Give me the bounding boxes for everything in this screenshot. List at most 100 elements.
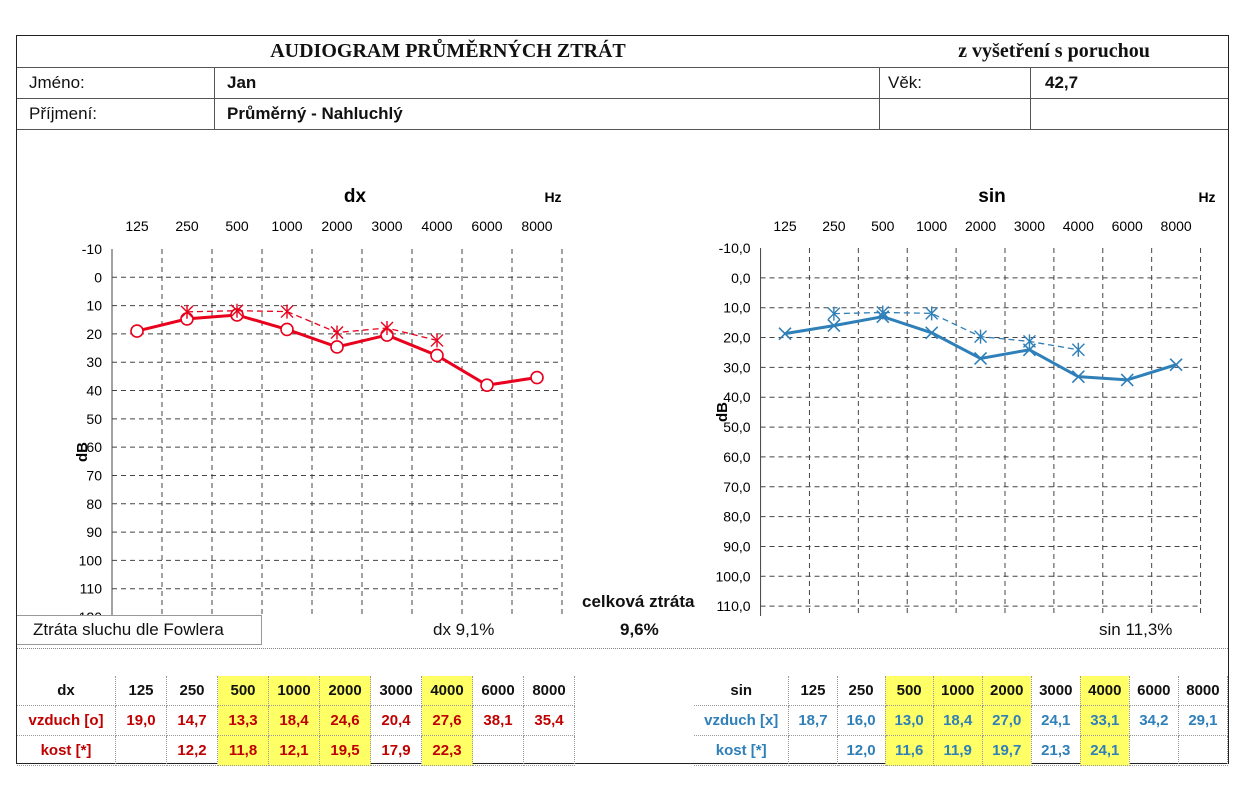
marker-stroke [1071,370,1085,384]
value-cell [1178,735,1229,766]
x-tick-label: 500 [225,218,249,234]
x-tick-label: 4000 [421,218,452,234]
value-cell: 4000 [421,676,473,706]
x-tick-label: 6000 [1112,218,1143,234]
value-cell: 2000 [982,676,1032,706]
y-tick-label: 20,0 [723,330,750,346]
marker-stroke [925,326,939,340]
hz-unit-label: Hz [544,189,561,205]
value-cell: 24,1 [1080,735,1130,766]
x-tick-label: 2000 [965,218,996,234]
value-cell: 1000 [268,676,320,706]
y-axis-label: dB [74,442,91,462]
value-cell: 24,6 [319,705,371,736]
y-tick-label: 50,0 [723,419,750,435]
y-tick-label: 100,0 [716,568,751,584]
table-air-row: vzduch [x] 18,7 16,0 13,0 18,4 27,0 24,1 33,1 34… [694,705,1229,736]
y-tick-label: 20 [86,326,102,342]
y-tick-label: 40 [86,383,102,399]
data-point-star [876,305,890,320]
y-tick-label: 80,0 [723,509,750,525]
x-tick-label: 2000 [321,218,352,234]
empty-cell [1030,99,1230,129]
value-cell: 12,2 [166,735,218,766]
series-line [186,310,438,342]
row-label-cell: dx [17,676,116,706]
table-header-row: sin 125 250 500 1000 2000 3000 4000 6000 8000 [694,676,1229,706]
value-cell [115,735,167,766]
row-label-cell: kost [*] [694,735,790,766]
report-title: AUDIOGRAM PRŮMĚRNÝCH ZTRÁT [270,40,626,62]
y-tick-label: 0,0 [731,270,751,286]
empty-cell [879,99,1030,129]
value-cell: 250 [166,676,218,706]
data-point-star [280,304,294,319]
value-cell: 3000 [1031,676,1081,706]
data-point-star [925,306,939,321]
y-tick-label: 70,0 [723,479,750,495]
row-label-cell: vzduch [o] [17,705,116,736]
fowler-sin-value: sin 11,3% [1099,620,1173,639]
chart-title: dx [344,186,367,207]
x-tick-label: 3000 [371,218,402,234]
value-cell: 1000 [933,676,983,706]
data-point-star [330,325,344,340]
row-label-cell: vzduch [x] [694,705,790,736]
data-point-star [974,329,988,344]
table-bone-row: kost [*] 12,0 11,6 11,9 19,7 21,3 24,1 [694,735,1229,766]
value-cell: 17,9 [370,735,422,766]
sin-values-table: sin 125 250 500 1000 2000 3000 4000 6000 8000 vzdu… [694,676,1229,766]
value-cell: 34,2 [1129,705,1179,736]
x-tick-label: 3000 [1014,218,1045,234]
y-tick-label: 70 [86,467,102,483]
row-label-cell: kost [*] [17,735,116,766]
value-cell: 22,3 [421,735,473,766]
value-cell: 19,5 [319,735,371,766]
data-point-circle [480,378,494,392]
marker-stroke [1120,373,1134,387]
total-loss-value: 9,6% [620,620,659,639]
y-tick-label: 90 [86,524,102,540]
hz-unit-label: Hz [1198,189,1215,205]
marker-stroke [973,351,988,365]
value-cell: 27,6 [421,705,473,736]
data-point-circle [130,324,144,338]
data-point-x [1120,373,1134,387]
y-tick-label: 40,0 [723,389,750,405]
y-tick-label: 60 [86,439,102,455]
data-point-star [1022,334,1036,349]
marker-stroke [778,327,792,341]
y-tick-label: 120 [79,609,103,616]
surname-label: Příjmení: [29,104,98,123]
y-tick-label: 0 [94,269,102,285]
data-point-x [973,351,988,365]
data-point-star [380,320,394,335]
y-tick-label: 90,0 [723,538,750,554]
x-tick-label: 6000 [471,218,502,234]
value-cell: 2000 [319,676,371,706]
y-tick-label: 110 [80,581,103,597]
value-cell: 125 [115,676,167,706]
chart-title: sin [978,186,1005,207]
data-point-x [925,326,939,340]
value-cell: 125 [788,676,838,706]
table-air-row: vzduch [o] 19,0 14,7 13,3 18,4 24,6 20,4 27,6 38… [17,705,575,736]
value-cell: 12,0 [837,735,886,766]
name-row: Jméno: Jan Věk: 42,7 [17,68,1228,99]
value-cell [788,735,838,766]
total-loss-label: celková ztráta [582,592,695,611]
audiogram-sin-chart: sin Hz 125 250 500 1000 2000 3000 4000 6000 8000 -1… [714,186,1216,616]
row-label-cell: sin [694,676,790,706]
marker-stroke [827,319,841,333]
value-cell: 14,7 [166,705,218,736]
value-cell [1129,735,1179,766]
value-cell [472,735,524,766]
series-line [833,311,1079,351]
data-point-x [1071,370,1085,384]
value-cell [523,735,575,766]
x-tick-label: 250 [822,218,846,234]
age-label: Věk: [879,68,1030,98]
value-cell: 29,1 [1178,705,1229,736]
value-cell: 18,4 [933,705,983,736]
surname-value: Průměrný - Nahluchlý [214,99,879,129]
